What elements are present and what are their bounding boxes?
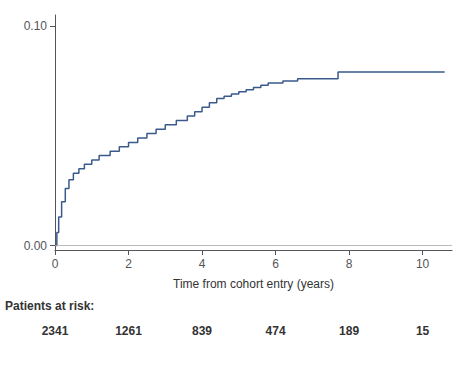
svg-text:6: 6 — [272, 257, 279, 271]
svg-text:10: 10 — [416, 257, 430, 271]
svg-text:0.10: 0.10 — [24, 19, 48, 33]
svg-text:1261: 1261 — [115, 324, 142, 338]
svg-text:189: 189 — [339, 324, 359, 338]
svg-text:839: 839 — [192, 324, 212, 338]
svg-text:0: 0 — [52, 257, 59, 271]
svg-text:Time from cohort entry (years): Time from cohort entry (years) — [173, 277, 334, 291]
svg-text:15: 15 — [416, 324, 430, 338]
svg-text:2341: 2341 — [42, 324, 69, 338]
svg-text:474: 474 — [266, 324, 286, 338]
svg-text:0.00: 0.00 — [24, 239, 48, 253]
svg-text:4: 4 — [199, 257, 206, 271]
svg-text:Patients at risk:: Patients at risk: — [5, 299, 94, 313]
svg-text:8: 8 — [346, 257, 353, 271]
svg-text:2: 2 — [125, 257, 132, 271]
